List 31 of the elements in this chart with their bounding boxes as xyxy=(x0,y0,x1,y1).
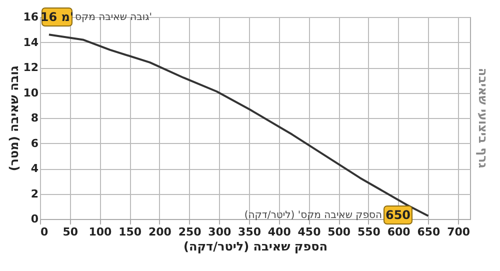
y-tick-label: 4 xyxy=(30,162,39,175)
x-tick-label: 350 xyxy=(238,226,262,238)
y-tick-label: 6 xyxy=(30,136,39,150)
annotation: 16 מ' xyxy=(40,10,74,24)
y-tick-label: 14 xyxy=(23,36,39,49)
x-tick-label: 500 xyxy=(328,226,351,238)
x-tick-label: 0 xyxy=(40,226,48,238)
x-tick-label: 150 xyxy=(118,226,142,238)
x-tick-label: 300 xyxy=(208,226,232,238)
y-tick-label: 8 xyxy=(30,112,38,124)
x-tick-label: 650 xyxy=(417,226,441,238)
y-tick-label: 12 xyxy=(23,61,38,74)
x-tick-label: 700 xyxy=(447,226,470,238)
x-tick-label: 50 xyxy=(62,226,78,238)
x-tick-label: 100 xyxy=(88,226,112,238)
annotation: הספק שאיבה מקס' (ליטר/דקה) xyxy=(244,210,382,221)
x-tick-label: 550 xyxy=(357,226,381,238)
y-tick-label: 2 xyxy=(30,187,38,200)
annotation: גובה שאיבה מקס' xyxy=(75,12,152,23)
text: גרף ביצועי שאיבה xyxy=(476,68,490,169)
x-tick-label: 450 xyxy=(298,226,322,238)
x-tick-label: 400 xyxy=(268,226,292,238)
x-tick-label: 250 xyxy=(178,226,202,238)
x-tick-label: 200 xyxy=(148,226,172,238)
y-axis-title: גובה שאיבה (מטר) xyxy=(7,65,22,172)
x-axis-title: הספק שאיבה (ליטר/דקה) xyxy=(183,240,328,254)
x-tick-label: 600 xyxy=(387,226,411,238)
annotation: 650 xyxy=(385,208,411,222)
y-tick-label: 16 xyxy=(23,10,39,24)
y-tick-label: 10 xyxy=(23,86,39,100)
y-tick-label: 0 xyxy=(30,212,39,226)
